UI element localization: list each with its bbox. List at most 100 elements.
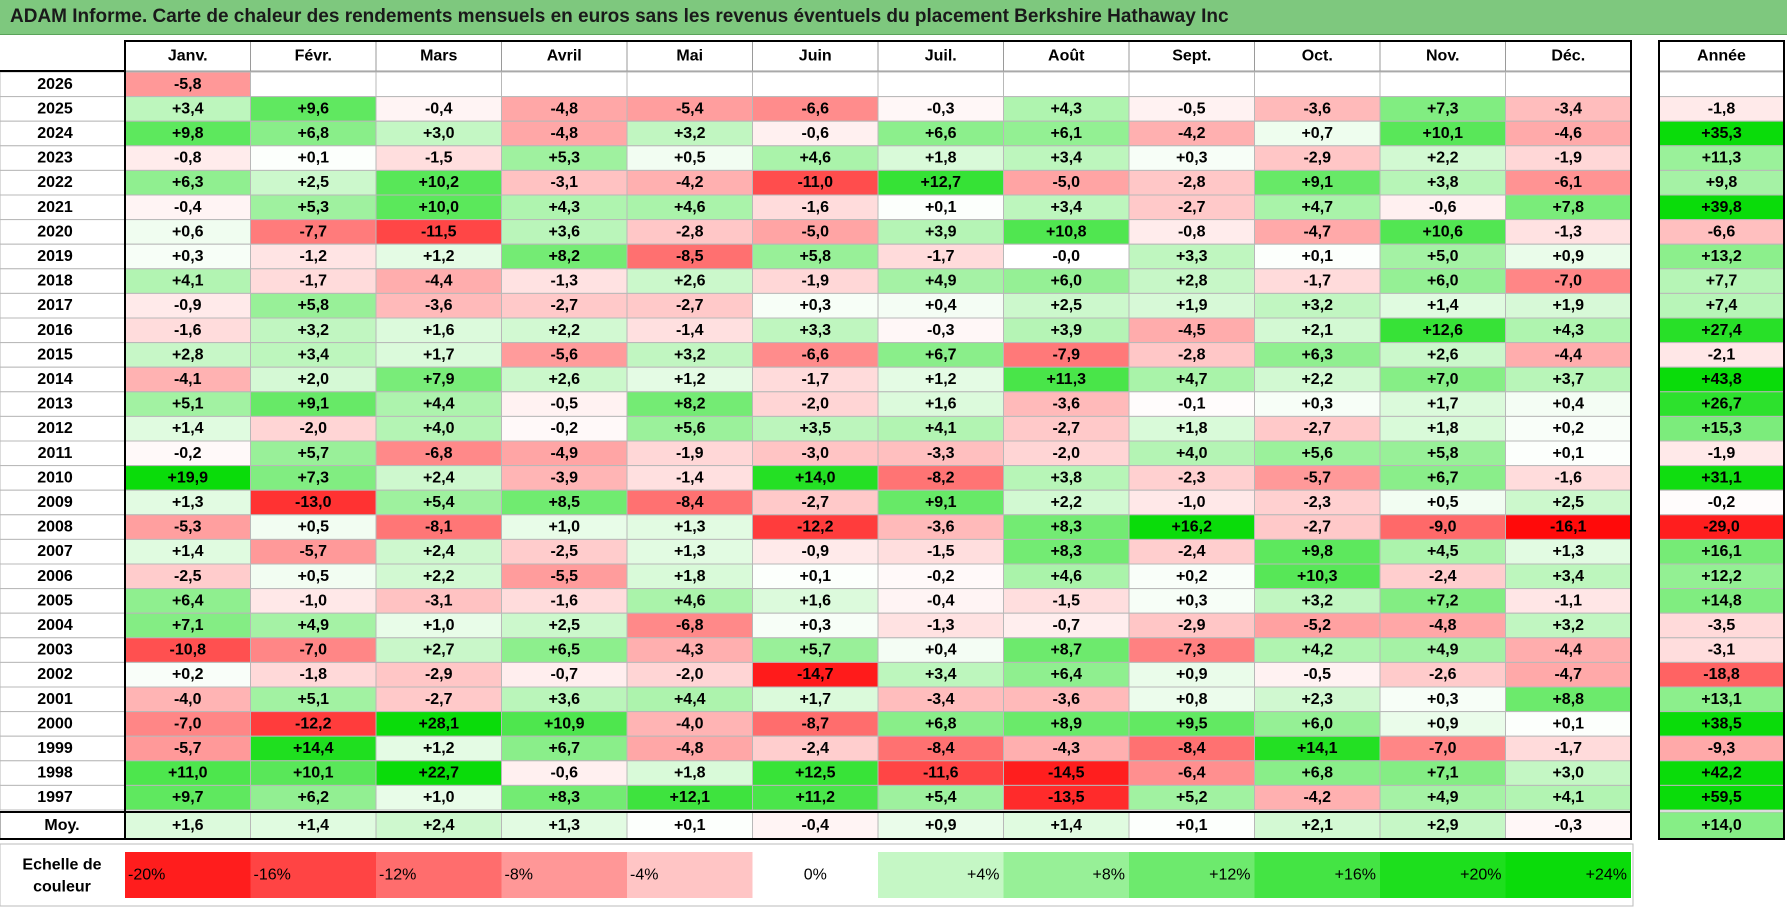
heatmap-cell <box>1379 637 1506 663</box>
heatmap-cell-value: +0,1 <box>1301 248 1333 265</box>
annual-cell-value: +27,4 <box>1701 322 1742 339</box>
heatmap-cell-value: -13,5 <box>1048 789 1085 806</box>
heatmap-cell <box>877 686 1004 713</box>
month-header-label: Janv. <box>168 48 208 65</box>
heatmap-cell-value: -2,7 <box>550 297 578 314</box>
heatmap-cell-value: +5,8 <box>1427 445 1459 462</box>
heatmap-cell <box>752 637 879 663</box>
heatmap-cell <box>1128 661 1255 688</box>
heatmap-cell <box>1003 366 1130 393</box>
heatmap-cell-value: +3,2 <box>1301 592 1333 609</box>
heatmap-cell-value: +4,6 <box>799 150 831 167</box>
heatmap-cell-value: +3,4 <box>1050 150 1082 167</box>
heatmap-cell <box>1003 612 1130 639</box>
heatmap-cell-value: +3,4 <box>297 346 329 363</box>
heatmap-cell-value: +1,2 <box>423 248 455 265</box>
heatmap-cell <box>752 145 879 171</box>
heatmap-cell <box>1128 489 1255 516</box>
heatmap-cell-value: -2,4 <box>1429 568 1457 585</box>
heatmap-cell-value: -4,2 <box>1303 789 1331 806</box>
heatmap-cell <box>626 292 753 319</box>
heatmap-cell-value: +4,9 <box>925 273 957 290</box>
heatmap-cell-value: +6,8 <box>1301 765 1333 782</box>
heatmap-cell-value: +0,6 <box>172 223 204 240</box>
heatmap-cell-value: +0,3 <box>172 248 204 265</box>
heatmap-cell-value: -3,0 <box>801 445 829 462</box>
heatmap-cell-value: -7,0 <box>1554 273 1582 290</box>
annual-cell-value: +39,8 <box>1701 199 1742 216</box>
heatmap-cell <box>250 145 377 171</box>
scale-swatch-label: -8% <box>505 867 533 884</box>
heatmap-cell-value: -4,8 <box>676 740 704 757</box>
heatmap-cell-value: +1,0 <box>423 617 455 634</box>
heatmap-cell-value: -2,7 <box>676 297 704 314</box>
heatmap-cell <box>375 440 502 467</box>
heatmap-cell-value: +6,5 <box>548 642 580 659</box>
heatmap-cell-value: +0,9 <box>1427 715 1459 732</box>
scale-label-line1: Echelle de <box>22 857 101 874</box>
heatmap-cell-value: -4,8 <box>1429 617 1457 634</box>
heatmap-cell <box>1254 465 1381 491</box>
annual-cell <box>1658 243 1785 270</box>
heatmap-cell <box>1379 120 1506 147</box>
heatmap-cell-value: +0,5 <box>297 568 329 585</box>
heatmap-cell-value: -2,5 <box>174 568 202 585</box>
heatmap-cell-value: +3,8 <box>1050 469 1082 486</box>
heatmap-cell <box>250 588 377 614</box>
heatmap-cell-value: +4,6 <box>674 199 706 216</box>
heatmap-cell <box>1128 366 1255 393</box>
heatmap-cell <box>375 514 502 540</box>
heatmap-cell <box>1505 735 1632 762</box>
heatmap-cell <box>375 391 502 417</box>
heatmap-cell-value: +7,1 <box>1427 765 1459 782</box>
heatmap-cell <box>1003 637 1130 663</box>
scale-swatch <box>627 852 753 898</box>
heatmap-cell-value: -2,6 <box>1429 666 1457 683</box>
heatmap-cell <box>250 760 377 786</box>
heatmap-cell-value: +1,7 <box>423 346 455 363</box>
heatmap-cell <box>1254 169 1381 196</box>
heatmap-cell-value: +5,1 <box>297 691 329 708</box>
average-cell-value: +0,9 <box>925 817 957 834</box>
heatmap-cell-value: -4,6 <box>1554 125 1582 142</box>
heatmap-cell-value: -4,4 <box>425 273 453 290</box>
heatmap-cell <box>1254 661 1381 688</box>
heatmap-cell-value: -6,6 <box>801 100 829 117</box>
annual-cell <box>1658 489 1785 516</box>
heatmap-cell-value: +2,0 <box>297 371 329 388</box>
heatmap-cell <box>501 268 628 294</box>
heatmap-cell <box>752 292 879 319</box>
heatmap-cell <box>752 465 879 491</box>
heatmap-cell-value: +1,3 <box>1552 543 1584 560</box>
heatmap-cell-value: -9,0 <box>1429 519 1457 536</box>
heatmap-cell-value: +4,1 <box>172 273 204 290</box>
heatmap-cell-value: +5,3 <box>297 199 329 216</box>
year-label: 2005 <box>37 592 73 609</box>
heatmap-cell-value: +0,9 <box>1176 666 1208 683</box>
heatmap-cell-value: +0,9 <box>1552 248 1584 265</box>
heatmap-cell-value: +4,3 <box>1552 322 1584 339</box>
heatmap-cell-value: -2,0 <box>1052 445 1080 462</box>
year-label: 1999 <box>37 740 73 757</box>
heatmap-cell-value: -1,6 <box>174 322 202 339</box>
heatmap-cell <box>1254 120 1381 147</box>
heatmap-cell <box>877 563 1004 590</box>
month-header-label: Oct. <box>1302 48 1333 65</box>
annual-cell-value: +38,5 <box>1701 715 1742 732</box>
heatmap-cell-value: +6,0 <box>1427 273 1459 290</box>
heatmap-cell-value: +1,2 <box>674 371 706 388</box>
heatmap-cell <box>501 784 628 811</box>
month-header-label: Août <box>1048 48 1085 65</box>
heatmap-cell <box>1379 317 1506 344</box>
heatmap-cell <box>375 735 502 762</box>
average-annual-value: +14,0 <box>1701 817 1742 834</box>
year-cell <box>0 194 126 221</box>
heatmap-cell-value: +6,0 <box>1050 273 1082 290</box>
heatmap-cell-value: +1,8 <box>674 568 706 585</box>
heatmap-cell-value: -6,8 <box>425 445 453 462</box>
heatmap-cell <box>1505 71 1632 98</box>
heatmap-cell-value: +0,3 <box>799 617 831 634</box>
heatmap-cell-value: -8,7 <box>801 715 829 732</box>
average-cell <box>250 811 377 840</box>
heatmap-cell <box>1003 415 1130 442</box>
